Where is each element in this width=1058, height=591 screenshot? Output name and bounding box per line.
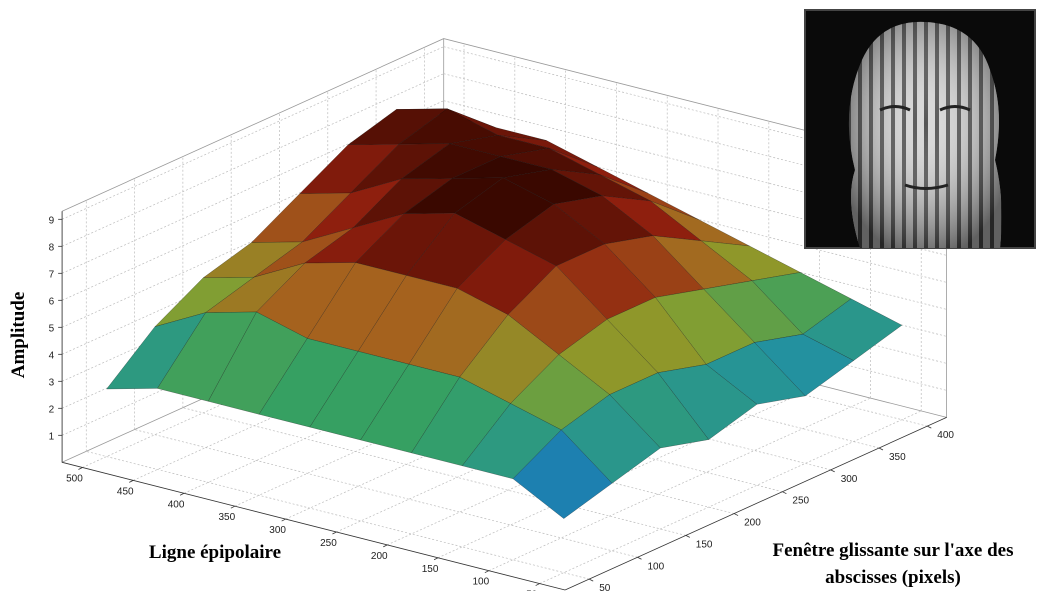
- grid-line: [437, 384, 820, 559]
- y-tick-label: 400: [937, 430, 954, 441]
- y-tick-label: 250: [792, 496, 809, 507]
- tick-mark: [179, 492, 185, 496]
- x-tick-label: 50: [526, 590, 538, 591]
- tick-mark: [78, 467, 83, 470]
- grid-line: [539, 410, 922, 584]
- surface: [106, 108, 903, 519]
- tick-mark: [535, 583, 540, 586]
- z-tick-label: 7: [49, 269, 55, 280]
- grid-line: [61, 46, 444, 220]
- tick-mark: [230, 505, 236, 509]
- z-tick-label: 5: [49, 323, 55, 334]
- y-tick-label: 100: [648, 561, 665, 572]
- y-tick-label: 300: [841, 474, 858, 485]
- grid-line: [443, 181, 947, 310]
- x-tick-label: 200: [371, 551, 388, 562]
- x-tick-label: 450: [117, 486, 134, 497]
- tick-mark: [484, 570, 490, 574]
- grid-line: [182, 407, 686, 536]
- y-axis: [564, 417, 947, 591]
- inset-photo: [804, 9, 1036, 249]
- x-axis-label: Ligne épipolaire: [149, 542, 281, 563]
- tick-mark: [685, 535, 690, 538]
- x-tick-label: 100: [473, 577, 490, 588]
- y-axis-label: abscisses (pixels): [825, 567, 961, 588]
- tick-mark: [878, 447, 884, 451]
- tick-mark: [383, 544, 388, 548]
- z-tick-label: 4: [49, 350, 55, 361]
- tick-mark: [332, 531, 337, 535]
- x-tick-label: 250: [320, 538, 337, 549]
- z-tick-label: 6: [49, 296, 55, 307]
- tick-mark: [830, 469, 835, 473]
- z-axis-label: Amplitude: [8, 292, 29, 379]
- z-tick-label: 2: [49, 404, 55, 415]
- surface-patch: [512, 429, 613, 519]
- grid-line: [134, 429, 638, 558]
- y-tick-label: 150: [696, 539, 713, 550]
- grid-line: [443, 154, 947, 283]
- tick-mark: [129, 480, 134, 483]
- z-tick-label: 8: [49, 242, 55, 253]
- x-tick-label: 500: [66, 473, 83, 484]
- tick-mark: [637, 556, 642, 560]
- tick-mark: [589, 578, 594, 582]
- tick-mark: [433, 557, 439, 561]
- z-tick-label: 1: [49, 431, 55, 442]
- grid-line: [488, 397, 871, 571]
- grid-line: [86, 451, 590, 580]
- ticks: 50 100 150 200 250 300 350 400 450 500 50 100 150 200…: [49, 211, 954, 591]
- y-tick-label: 50: [599, 583, 611, 591]
- tick-mark: [782, 491, 787, 495]
- z-tick-label: 3: [49, 377, 55, 388]
- y-tick-label: 200: [744, 518, 761, 529]
- grid-line: [443, 262, 947, 391]
- tick-mark: [281, 518, 286, 522]
- y-axis-label: Fenêtre glissante sur l'axe des: [773, 540, 1014, 561]
- x-tick-label: 150: [422, 564, 439, 575]
- grid-line: [61, 73, 444, 247]
- x-tick-label: 300: [269, 525, 286, 536]
- x-axis: [62, 461, 566, 591]
- x-tick-label: 400: [168, 499, 185, 510]
- y-tick-label: 350: [889, 452, 906, 463]
- x-tick-label: 350: [219, 512, 236, 523]
- tick-mark: [927, 425, 932, 429]
- tick-mark: [733, 513, 739, 516]
- z-tick-label: 9: [49, 215, 55, 226]
